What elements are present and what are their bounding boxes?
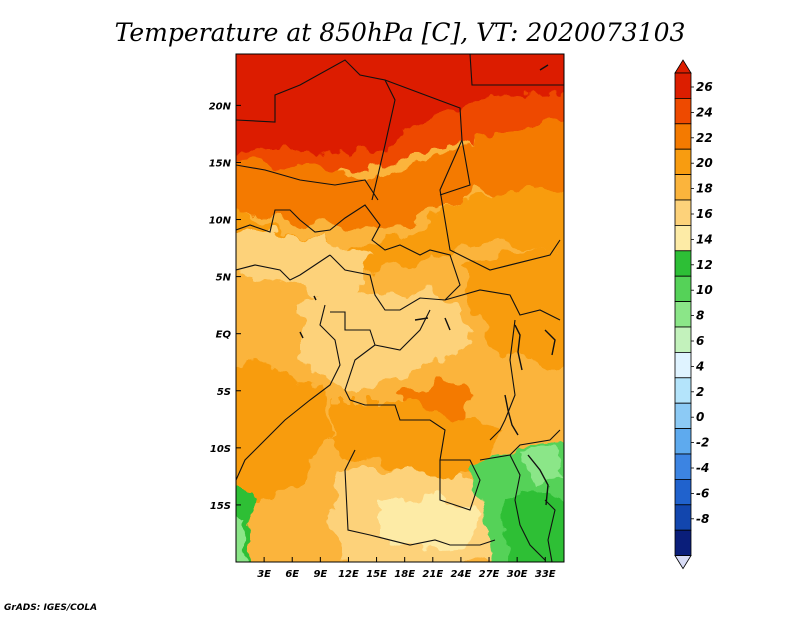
colorbar-under-triangle (674, 555, 692, 570)
colorbar-swatch (674, 504, 692, 531)
colorbar-swatch (674, 351, 692, 379)
contour-22-north (236, 122, 564, 235)
x-tick-label: 30E (507, 569, 528, 580)
x-tick-label: 15E (366, 569, 387, 580)
x-tick-label: 33E (535, 569, 556, 580)
colorbar-swatch (674, 148, 692, 175)
y-tick-label: EQ (216, 330, 232, 341)
y-tick-label: 15N (209, 158, 232, 169)
x-tick-label: 6E (285, 569, 299, 580)
colorbar-swatch (674, 402, 692, 430)
colorbar-label: 14 (696, 232, 713, 246)
contour-16-west (236, 230, 370, 300)
colorbar-label: 2 (696, 385, 704, 399)
colorbar-label: 26 (696, 80, 713, 94)
axis-ticks: 3E 6E 9E 12E 15E 18E 21E 24E 27E 30E 33E 20N 15N 10N 5… (209, 101, 556, 580)
x-tick-label: 18E (394, 569, 415, 580)
colorbar-swatch (674, 275, 692, 303)
contour-8-coast (236, 518, 246, 562)
colorbar-swatch (674, 301, 692, 328)
x-tick-label: 21E (422, 569, 443, 580)
colorbar-label: 6 (696, 334, 704, 348)
colorbar-swatch (674, 199, 692, 226)
colorbar-label: -4 (696, 461, 709, 475)
contour-14-south (380, 495, 480, 550)
colorbar-swatch (674, 377, 692, 404)
colorbar-swatch (674, 98, 692, 125)
y-tick-label: 20N (209, 101, 232, 112)
grads-credit: GrADS: IGES/COLA (4, 603, 98, 613)
y-tick-label: 10N (209, 216, 232, 227)
contour-10 (500, 490, 564, 562)
colorbar-swatch (674, 326, 692, 353)
temperature-shading (236, 54, 564, 562)
colorbar-label: 22 (696, 131, 713, 145)
colorbar-swatch (674, 250, 692, 277)
contour-26 (236, 54, 564, 155)
colorbar-swatch (674, 174, 692, 201)
colorbar-over-triangle (674, 59, 692, 74)
colorbar-label: 4 (695, 359, 704, 373)
contour-16-congo (300, 290, 470, 395)
chart-title: Temperature at 850hPa [C], VT: 202007310… (115, 18, 686, 47)
colorbar-label: 20 (696, 156, 713, 170)
x-tick-label: 24E (451, 569, 472, 580)
x-tick-label: 9E (313, 569, 327, 580)
y-tick-label: 5S (217, 387, 231, 398)
x-tick-label: 3E (257, 569, 271, 580)
colorbar-label: 10 (696, 283, 713, 297)
y-tick-label: 5N (216, 273, 232, 284)
colorbar-label: 12 (696, 258, 713, 272)
colorbar-label: -8 (696, 512, 709, 526)
country-borders (236, 54, 564, 562)
contour-20-east (460, 250, 564, 370)
colorbar-swatch (674, 478, 692, 506)
y-tick-label: 10S (210, 444, 231, 455)
colorbar-swatch (674, 453, 692, 480)
colorbar-label: -6 (696, 486, 709, 500)
lakes (299, 64, 556, 506)
x-tick-label: 27E (479, 569, 500, 580)
colorbar-label: 16 (696, 207, 713, 221)
colorbar-label: 18 (696, 182, 713, 196)
colorbar-swatch (674, 224, 692, 252)
colorbar-label: 8 (696, 309, 704, 323)
colorbar-swatch (674, 123, 692, 150)
colorbar-swatch (674, 529, 692, 557)
y-tick-label: 15S (210, 501, 231, 512)
colorbar-swatch (674, 428, 692, 455)
contour-8 (520, 445, 564, 485)
colorbar-label: 0 (696, 410, 704, 424)
colorbar-label: 24 (696, 105, 713, 119)
contour-20-west (236, 360, 330, 500)
colorbar-label: -2 (696, 436, 709, 450)
colorbar-swatch (674, 72, 692, 99)
x-tick-label: 12E (338, 569, 359, 580)
map-frame (235, 53, 565, 563)
map-field (236, 54, 564, 562)
